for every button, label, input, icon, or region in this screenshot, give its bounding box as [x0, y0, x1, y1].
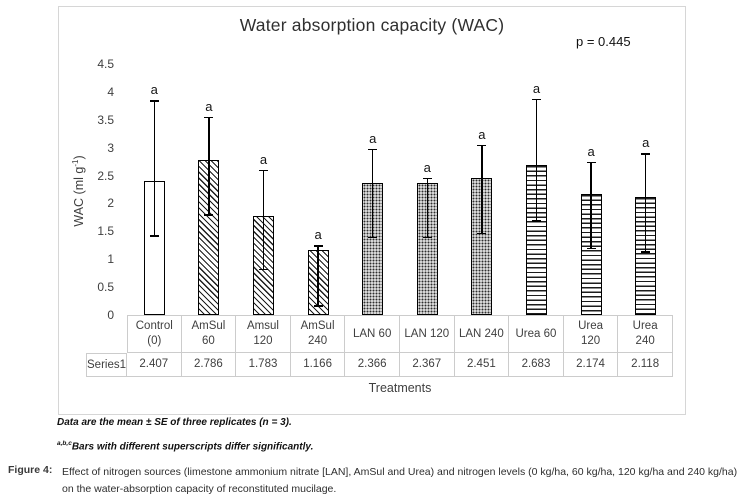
error-bar-cap-top [422, 177, 432, 180]
error-bar-cap-bottom [259, 268, 268, 271]
error-bar-cap-top [313, 245, 323, 247]
error-bar-cap-bottom [641, 251, 651, 253]
table-value-cell: 2.118 [618, 353, 673, 377]
error-bar [262, 169, 265, 271]
error-bar-cap-top [586, 161, 596, 164]
error-bar [153, 100, 156, 237]
note-superscript-prefix: a,b,c [57, 440, 72, 447]
bar [198, 159, 220, 315]
y-tick-label: 4 [107, 84, 114, 99]
error-bar [481, 144, 483, 235]
y-tick-label: 1.5 [97, 224, 114, 239]
y-tick-label: 2 [107, 196, 114, 211]
error-bar-cap-top [532, 98, 541, 101]
error-bar-cap-top [259, 169, 268, 172]
table-value-cell: 2.451 [454, 353, 510, 377]
table-header-cell: Urea 60 [509, 315, 564, 353]
significance-letter: a [314, 227, 322, 243]
chart-title: Water absorption capacity (WAC) [239, 15, 505, 35]
table-value-cell: 2.366 [345, 353, 400, 377]
bar [416, 182, 438, 315]
significance-letter: a [369, 130, 377, 146]
table-header-cell: Urea 240 [618, 315, 673, 353]
x-axis-title: Treatments [368, 381, 432, 395]
error-bar-cap-top [149, 100, 159, 102]
error-bar-cap-bottom [586, 247, 596, 250]
significance-letter: a [532, 80, 541, 96]
error-bar-cap-top [204, 116, 214, 119]
table-value-cell: 1.783 [236, 353, 291, 377]
error-bar [371, 148, 374, 238]
bar [471, 178, 493, 315]
error-bar [426, 177, 429, 238]
table-header-cell: LAN 120 [399, 315, 455, 353]
error-bar-cap-top [477, 144, 487, 147]
significance-letter: a [587, 143, 595, 159]
error-bar [535, 98, 538, 222]
error-bar [208, 116, 210, 216]
y-axis-title-close: ) [72, 155, 87, 160]
table-header-cell: LAN 60 [345, 315, 400, 353]
error-bar [317, 245, 319, 307]
table-header-cell: Amsul 120 [236, 315, 291, 353]
chart-frame: Water absorption capacity (WAC) p = 0.44… [58, 6, 686, 415]
table-header-cell: LAN 240 [454, 315, 510, 353]
error-bar-cap-top [368, 148, 378, 151]
y-tick-label: 3.5 [97, 112, 114, 127]
note-superscripts: a,b,cBars with different superscripts di… [57, 440, 313, 452]
table-header-cell: AmSul 240 [290, 315, 346, 353]
note-superscripts-text: Bars with different superscripts differ … [71, 441, 314, 453]
y-tick-label: 2.5 [97, 168, 114, 183]
figure-caption-label: Figure 4: [8, 464, 53, 476]
figure-caption-text: Effect of nitrogen sources (limestone am… [62, 466, 738, 495]
significance-letter: a [150, 82, 158, 98]
y-tick-label: 0 [107, 308, 114, 322]
bar [635, 196, 657, 315]
bar [526, 165, 547, 315]
table-value-cell: 1.166 [290, 353, 346, 377]
p-value-annotation: p = 0.445 [576, 34, 631, 49]
series-name-cell: Series1 [86, 353, 127, 377]
plot-area: a a a a a a a a a a [127, 7, 673, 315]
note-mean-se: Data are the mean ± SE of three replicat… [57, 417, 292, 428]
error-bar-cap-top [641, 153, 651, 155]
error-bar [644, 153, 647, 253]
error-bar-cap-bottom [149, 235, 159, 237]
table-value-cell: 2.174 [563, 353, 619, 377]
table-header-cell: AmSul 60 [181, 315, 237, 353]
table-header-cell: Urea 120 [563, 315, 619, 353]
error-bar [590, 161, 592, 250]
error-bar-cap-bottom [313, 305, 323, 307]
table-header-cell: Control (0) [127, 315, 182, 353]
significance-letter: a [205, 98, 213, 114]
y-axis-title-superscript: -1 [71, 159, 80, 167]
y-tick-label: 4.5 [97, 56, 114, 71]
table-header-row: Control (0) AmSul 60 Amsul 120 AmSul 240 LAN… [127, 315, 673, 353]
error-bar-cap-bottom [477, 232, 487, 235]
table-value-cell: 2.683 [509, 353, 564, 377]
table-value-row: Series1 2.407 2.786 1.783 1.166 2.366 2.367 2.4… [86, 353, 673, 377]
bar [362, 183, 384, 315]
y-tick-label: 1 [107, 252, 114, 267]
table-value-cell: 2.407 [127, 353, 182, 377]
significance-letter: a [259, 151, 268, 167]
table-value-cell: 2.786 [181, 353, 237, 377]
table-value-cell: 2.367 [399, 353, 455, 377]
error-bar-cap-bottom [204, 214, 214, 216]
y-tick-label: 0.5 [97, 280, 114, 295]
error-bar-cap-bottom [368, 236, 378, 239]
significance-letter: a [478, 126, 486, 142]
error-bar-cap-bottom [422, 236, 432, 239]
significance-letter: a [423, 159, 431, 175]
y-tick-label: 3 [107, 140, 114, 155]
figure-caption: Figure 4: Effect of nitrogen sources (li… [8, 464, 740, 498]
error-bar-cap-bottom [532, 220, 541, 222]
significance-letter: a [642, 135, 650, 151]
bar [580, 193, 602, 315]
